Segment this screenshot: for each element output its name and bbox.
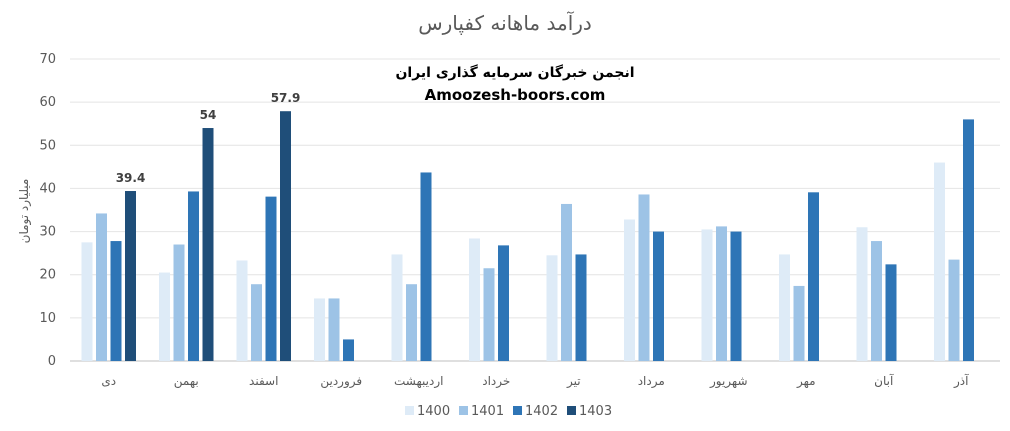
bar-1401 <box>328 298 340 361</box>
x-category-label: آبان <box>874 373 894 388</box>
gridlines <box>70 58 1000 362</box>
y-axis-label: میلیارد تومان <box>17 179 32 244</box>
watermark-url: Amoozesh-boors.com <box>425 86 606 104</box>
x-axis-categories: دی بهمن اسفند فروردین اردیبهشت خرداد تیر مرداد ش… <box>101 373 969 389</box>
bar-1402 <box>730 231 742 361</box>
bar-1402 <box>265 196 277 361</box>
bar-1400 <box>469 238 480 361</box>
legend-label: 1401 <box>471 404 504 419</box>
bar-1400 <box>701 229 713 361</box>
data-label: 54 <box>200 108 217 122</box>
bar-1402 <box>963 119 974 362</box>
y-tick-label: 10 <box>39 311 56 326</box>
legend-swatch-1402 <box>513 406 522 415</box>
bar-1401 <box>96 213 107 361</box>
y-tick-label: 40 <box>39 181 56 196</box>
bar-1403 <box>280 111 291 362</box>
x-category-label: دی <box>101 374 116 388</box>
bar-1401 <box>561 203 572 361</box>
bar-1402 <box>343 339 354 361</box>
bar-1401 <box>793 285 805 361</box>
bar-1400 <box>779 254 790 361</box>
x-category-label: آذر <box>953 373 969 389</box>
y-tick-label: 0 <box>48 354 56 369</box>
x-category-label: فروردین <box>320 374 362 389</box>
legend-label: 1402 <box>525 404 558 419</box>
data-label: 57.9 <box>271 91 301 105</box>
bar-1400 <box>81 242 93 361</box>
bar-1400 <box>624 219 635 361</box>
legend-label: 1400 <box>417 404 450 419</box>
bar-1400 <box>391 254 403 361</box>
x-category-label: تیر <box>566 374 581 389</box>
bar-1402 <box>498 245 509 361</box>
x-category-label: خرداد <box>482 374 510 389</box>
y-tick-label: 70 <box>39 52 56 67</box>
data-labels: 39.4 54 57.9 <box>116 91 301 185</box>
bar-1402 <box>808 192 819 361</box>
x-category-label: مرداد <box>638 374 665 389</box>
legend-swatch-1400 <box>405 406 414 415</box>
x-category-label: اردیبهشت <box>394 374 443 389</box>
bar-1401 <box>638 194 650 361</box>
bar-1401 <box>251 284 262 361</box>
bar-1403 <box>125 191 136 361</box>
chart-title: درآمد ماهانه کفپارس <box>418 10 592 36</box>
bar-1401 <box>871 241 882 361</box>
bar-1400 <box>934 162 945 361</box>
bar-1402 <box>420 172 432 361</box>
legend-swatch-1401 <box>459 406 468 415</box>
bar-1402 <box>653 231 664 361</box>
x-category-label: بهمن <box>174 374 199 389</box>
y-axis-ticks: 0 10 20 30 40 50 60 70 <box>39 52 56 369</box>
bar-1402 <box>188 191 199 361</box>
bars <box>81 111 974 362</box>
legend-label: 1403 <box>579 404 612 419</box>
bar-1400 <box>314 298 325 361</box>
bar-1400 <box>159 272 170 361</box>
bar-1401 <box>406 284 417 361</box>
bar-1400 <box>236 260 248 361</box>
bar-1401 <box>483 268 495 361</box>
bar-1402 <box>575 254 587 361</box>
x-category-label: شهریور <box>709 374 748 389</box>
x-category-label: مهر <box>796 374 816 389</box>
y-tick-label: 50 <box>39 138 56 153</box>
bar-1401 <box>948 259 960 361</box>
watermark-title: انجمن خبرگان سرمایه گذاری ایران <box>395 64 634 81</box>
x-category-label: اسفند <box>249 374 278 388</box>
legend-swatch-1403 <box>567 406 576 415</box>
legend: 1400 1401 1402 1403 <box>405 404 612 419</box>
bar-1401 <box>173 244 185 361</box>
bar-1402 <box>885 264 897 361</box>
y-tick-label: 30 <box>39 225 56 240</box>
bar-1401 <box>716 226 727 361</box>
y-tick-label: 60 <box>39 95 56 110</box>
data-label: 39.4 <box>116 171 146 185</box>
bar-1402 <box>110 241 122 361</box>
bar-1400 <box>856 227 868 361</box>
bar-1403 <box>202 128 214 361</box>
bar-1400 <box>546 255 558 361</box>
y-tick-label: 20 <box>39 268 56 283</box>
